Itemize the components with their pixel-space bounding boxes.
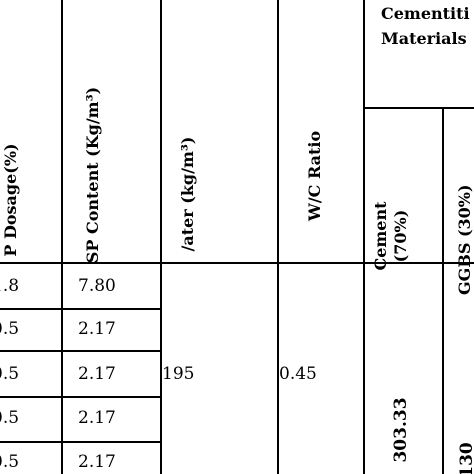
- grid-line: [0, 441, 162, 443]
- cell-sp-dosage: 0.5: [0, 364, 20, 384]
- cell-sp-dosage: 0.5: [0, 452, 20, 472]
- grid-line: [363, 107, 474, 109]
- cell-sp-dosage: 1.8: [0, 276, 20, 296]
- cell-sp-dosage: 0.5: [0, 319, 20, 339]
- cell-sp-content: 7.80: [78, 276, 116, 296]
- header-wc-ratio: W/C Ratio: [305, 130, 324, 222]
- cell-ggbs: 130: [457, 442, 474, 474]
- header-ggbs: GGBS (30%): [455, 184, 474, 295]
- grid-line: [0, 262, 474, 264]
- cell-sp-content: 2.17: [78, 319, 116, 339]
- grid-line: [363, 0, 365, 474]
- cell-sp-content: 2.17: [78, 408, 116, 428]
- grid-line: [0, 350, 162, 352]
- header-cement: Cement: [371, 201, 390, 271]
- cell-sp-dosage: 0.5: [0, 408, 20, 428]
- grid-line: [0, 308, 162, 310]
- cell-sp-content: 2.17: [78, 452, 116, 472]
- header-sp-content: SP Content (Kg/m³): [83, 86, 102, 264]
- grid-line: [442, 108, 444, 474]
- cell-sp-content: 2.17: [78, 364, 116, 384]
- cell-wc-ratio: 0.45: [279, 364, 317, 384]
- header-cement-percent: (70%): [391, 209, 410, 263]
- header-sp-dosage: P Dosage(%): [1, 143, 20, 257]
- header-materials: Materials: [381, 29, 467, 48]
- cell-water: 195: [162, 364, 195, 384]
- cell-cement: 303.33: [391, 397, 411, 463]
- header-cementitious: Cementiti: [381, 4, 470, 23]
- header-water: /ater (kg/m³): [178, 136, 197, 252]
- grid-line: [61, 0, 63, 474]
- grid-line: [160, 0, 162, 474]
- grid-line: [0, 396, 162, 398]
- grid-line: [277, 0, 279, 474]
